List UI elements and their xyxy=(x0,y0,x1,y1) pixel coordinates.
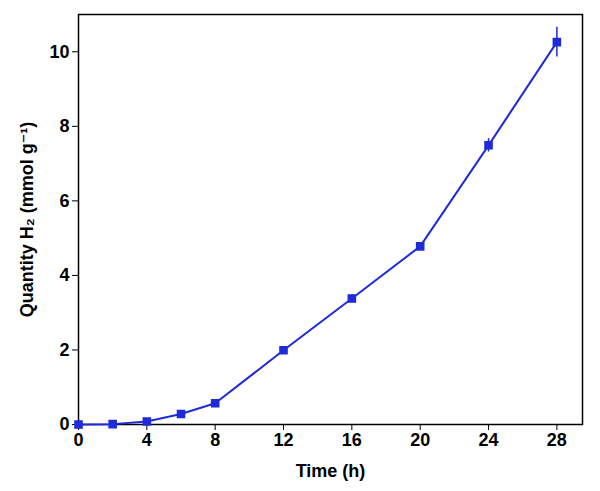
svg-text:2: 2 xyxy=(59,340,69,360)
svg-text:4: 4 xyxy=(142,430,152,450)
svg-text:8: 8 xyxy=(210,430,220,450)
svg-text:Time (h): Time (h) xyxy=(296,461,366,481)
svg-text:0: 0 xyxy=(73,430,83,450)
svg-text:12: 12 xyxy=(274,430,294,450)
svg-text:20: 20 xyxy=(410,430,430,450)
svg-text:16: 16 xyxy=(342,430,362,450)
svg-text:24: 24 xyxy=(479,430,499,450)
svg-text:10: 10 xyxy=(49,42,69,62)
svg-text:0: 0 xyxy=(59,414,69,434)
svg-text:Quantity H₂ (mmol g⁻¹): Quantity H₂ (mmol g⁻¹) xyxy=(17,122,37,318)
svg-text:28: 28 xyxy=(547,430,567,450)
svg-text:8: 8 xyxy=(59,116,69,136)
svg-text:4: 4 xyxy=(59,265,69,285)
svg-text:6: 6 xyxy=(59,191,69,211)
